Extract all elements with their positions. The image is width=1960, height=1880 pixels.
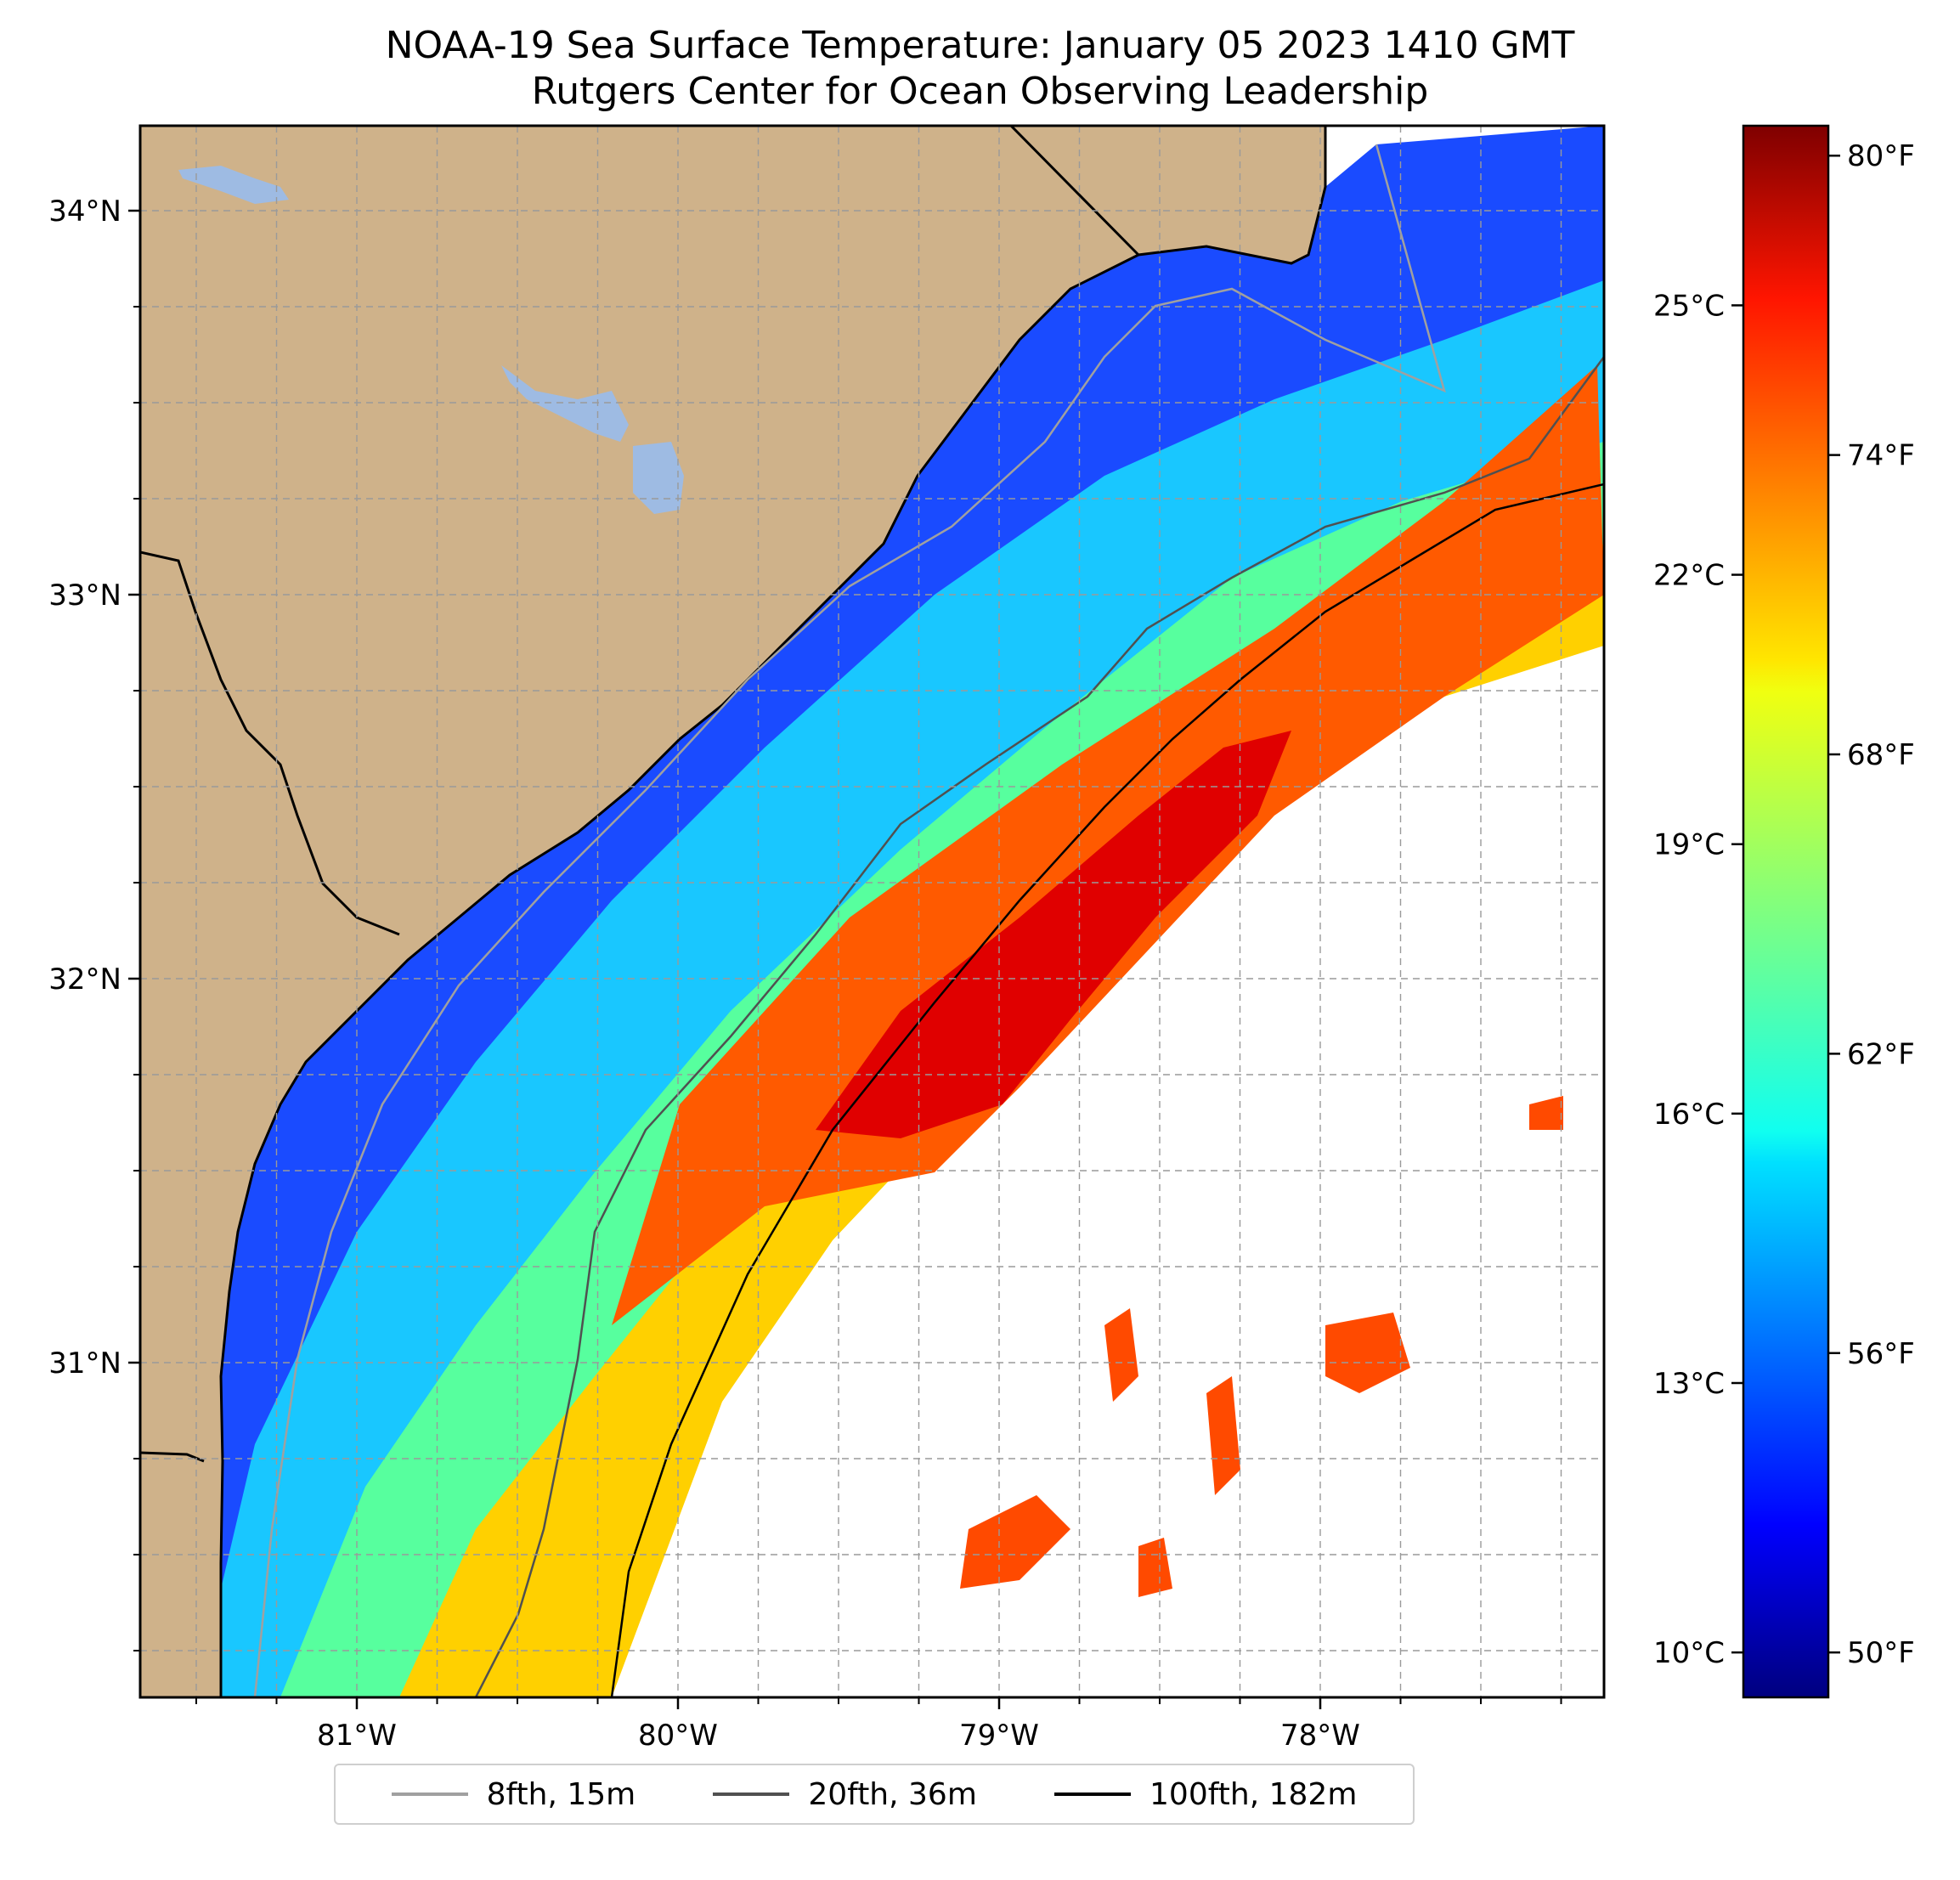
- legend-item-100fth: 100fth, 182m: [1054, 1777, 1357, 1812]
- map-subtitle: Rutgers Center for Ocean Observing Leade…: [531, 70, 1429, 113]
- lake: [178, 166, 289, 204]
- sst-field: [140, 126, 1604, 1697]
- colorbar-celsius-ticks: 10°C 13°C 16°C 19°C 22°C 25°C: [1653, 289, 1743, 1670]
- fahrenheit-tick-label: 74°F: [1847, 439, 1915, 473]
- colorbar-gradient: [1742, 124, 1830, 1699]
- map-title: NOAA-19 Sea Surface Temperature: January…: [385, 24, 1575, 67]
- map-area: [140, 126, 1604, 1697]
- sst-patch: [1529, 1096, 1563, 1130]
- legend-swatch-20fth: [713, 1792, 790, 1796]
- longitude-axis: 81°W 80°W 79°W 78°W: [195, 1697, 1562, 1753]
- sst-patch: [1325, 1313, 1410, 1393]
- state-border: [1009, 126, 1140, 257]
- fahrenheit-tick-label: 50°F: [1847, 1636, 1915, 1670]
- fahrenheit-tick-label: 56°F: [1847, 1337, 1915, 1371]
- celsius-tick-label: 13°C: [1653, 1367, 1725, 1401]
- celsius-tick-label: 22°C: [1653, 559, 1725, 593]
- lon-tick-label: 80°W: [638, 1719, 718, 1753]
- contour-100fth: [610, 483, 1604, 1697]
- sst-core-warm: [816, 731, 1291, 1138]
- contour-8fth: [253, 144, 1446, 1697]
- legend-item-20fth: 20fth, 36m: [713, 1777, 977, 1812]
- legend-label-100fth: 100fth, 182m: [1149, 1776, 1358, 1812]
- sst-patch: [1138, 1538, 1172, 1597]
- lon-tick-label: 78°W: [1280, 1719, 1360, 1753]
- legend-label-8fth: 8fth, 15m: [486, 1776, 636, 1812]
- latitude-axis: 34°N 33°N 32°N 31°N: [48, 195, 140, 1651]
- legend-item-8fth: 8fth, 15m: [391, 1776, 636, 1812]
- sst-patch: [1104, 1308, 1138, 1402]
- land-mass: [140, 126, 1327, 1697]
- celsius-tick-label: 16°C: [1653, 1098, 1725, 1132]
- lake: [633, 442, 684, 514]
- colorbar-fahrenheit-ticks: 50°F 56°F 62°F 68°F 74°F 80°F: [1828, 139, 1915, 1670]
- fahrenheit-tick-label: 68°F: [1847, 738, 1915, 772]
- celsius-tick-label: 10°C: [1653, 1636, 1725, 1670]
- lat-tick-label: 31°N: [48, 1346, 121, 1380]
- sst-warm-band: [399, 544, 1604, 1697]
- map-frame: [138, 124, 1606, 1699]
- contour-20fth: [474, 356, 1604, 1697]
- legend-swatch-8fth: [391, 1792, 468, 1796]
- celsius-tick-label: 25°C: [1653, 289, 1725, 323]
- lat-tick-label: 32°N: [48, 963, 121, 996]
- lat-tick-label: 34°N: [48, 195, 121, 229]
- fahrenheit-tick-label: 62°F: [1847, 1037, 1915, 1071]
- lake: [501, 365, 629, 442]
- legend-label-20fth: 20fth, 36m: [808, 1776, 977, 1812]
- lon-tick-label: 79°W: [959, 1719, 1039, 1753]
- lat-tick-label: 33°N: [48, 579, 121, 613]
- bathymetry-legend: 8fth, 15m 20fth, 36m 100fth, 182m: [334, 1764, 1415, 1825]
- state-border: [140, 1451, 205, 1463]
- state-border: [140, 550, 400, 936]
- fahrenheit-tick-label: 80°F: [1847, 139, 1915, 173]
- sst-patch: [960, 1495, 1070, 1589]
- sst-cool-band: [195, 280, 1604, 1697]
- colorbar: 10°C 13°C 16°C 19°C 22°C 25°C 50°F 56°F 62°F 68°…: [1653, 124, 1915, 1699]
- legend-swatch-100fth: [1054, 1792, 1132, 1796]
- lon-tick-label: 81°W: [317, 1719, 397, 1753]
- celsius-tick-label: 19°C: [1653, 828, 1725, 862]
- gridlines: [140, 126, 1604, 1697]
- sst-patch: [1206, 1376, 1240, 1495]
